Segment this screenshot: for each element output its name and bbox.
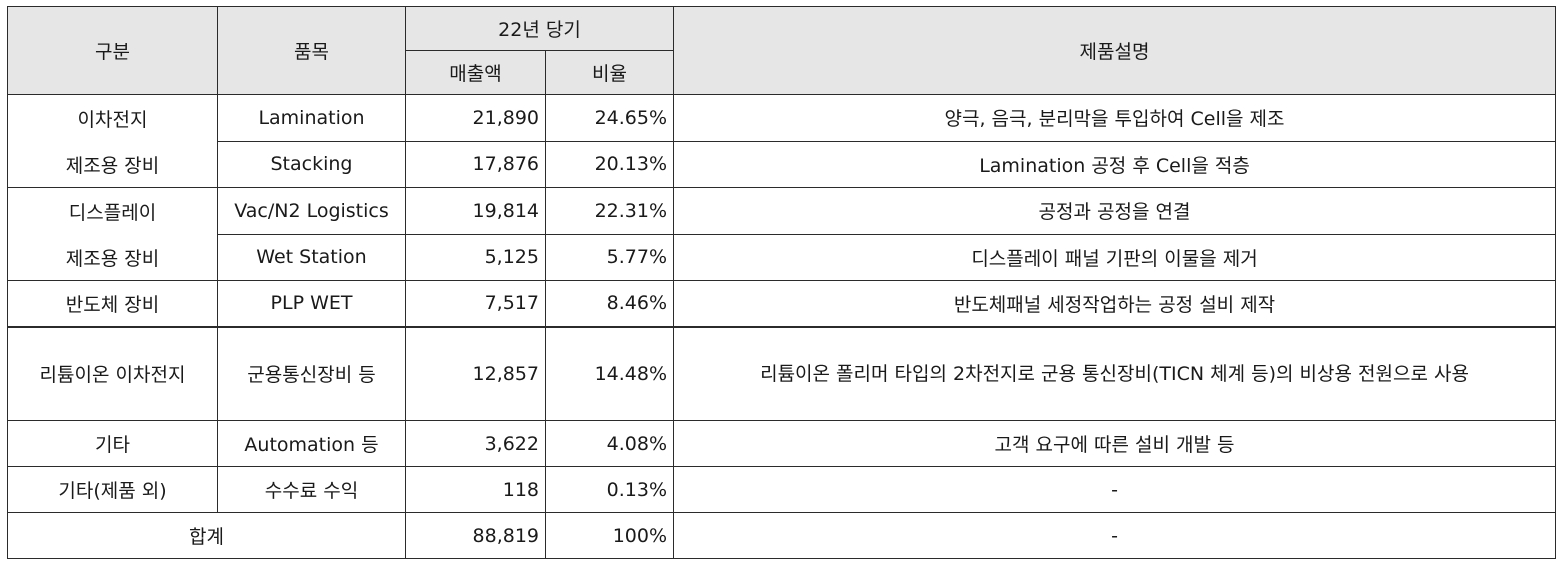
ratio-cell: 20.13%: [544, 140, 675, 188]
category-cell: 디스플레이 제조용 장비: [7, 187, 218, 281]
table-row: 이차전지 제조용 장비 Lamination 21,890 24.65% 양극,…: [7, 94, 1557, 188]
sales-cell: 3,622: [405, 420, 546, 467]
description-cell: Lamination 공정 후 Cell을 적층: [673, 140, 1557, 188]
category-line: 제조용 장비: [65, 247, 160, 270]
category-cell: 기타(제품 외): [7, 466, 218, 513]
category-line: 제조용 장비: [65, 154, 160, 177]
header-category: 구분: [7, 6, 218, 95]
description-cell: 반도체패널 세정작업하는 공정 설비 제작: [673, 280, 1557, 327]
item-cell: 수수료 수익: [217, 466, 406, 513]
ratio-cell: 5.77%: [544, 233, 675, 281]
item-cell: PLP WET: [217, 280, 406, 327]
table-row: 기타(제품 외) 수수료 수익 118 0.13% -: [7, 466, 1557, 513]
ratio-cell: 22.31%: [544, 187, 675, 235]
item-cell: 군용통신장비 등: [217, 325, 406, 421]
description-cell: 고객 요구에 따른 설비 개발 등: [673, 420, 1557, 467]
table-row: 기타 Automation 등 3,622 4.08% 고객 요구에 따른 설비…: [7, 420, 1557, 467]
table-row: 디스플레이 제조용 장비 Vac/N2 Logistics 19,814 22.…: [7, 187, 1557, 281]
category-line: 디스플레이: [68, 201, 157, 224]
table-container: 구분 품목 22년 당기 제품설명 매출액 비율 이차전지 제조용 장비 Lam…: [7, 6, 1557, 559]
table-row: Wet Station 5,125 5.77% 디스플레이 패널 기판의 이물을…: [8, 233, 1557, 281]
header-ratio: 비율: [544, 50, 675, 95]
total-sales: 88,819: [405, 512, 546, 559]
description-cell: 디스플레이 패널 기판의 이물을 제거: [673, 233, 1557, 281]
item-cell: Automation 등: [217, 420, 406, 467]
total-row: 합계 88,819 100% -: [7, 512, 1557, 559]
sales-cell: 21,890: [405, 94, 546, 142]
category-cell: 기타: [7, 420, 218, 467]
category-cell: 이차전지 제조용 장비: [7, 94, 218, 188]
item-cell: Wet Station: [217, 233, 406, 281]
ratio-cell: 4.08%: [544, 420, 675, 467]
ratio-cell: 0.13%: [544, 466, 675, 513]
sales-cell: 17,876: [405, 140, 546, 188]
item-cell: Lamination: [217, 94, 406, 142]
sales-table: 구분 품목 22년 당기 제품설명 매출액 비율 이차전지 제조용 장비 Lam…: [7, 6, 1557, 559]
total-ratio: 100%: [544, 512, 675, 559]
table-row: 반도체 장비 PLP WET 7,517 8.46% 반도체패널 세정작업하는 …: [7, 280, 1557, 327]
description-cell: -: [673, 466, 1557, 513]
total-label: 합계: [7, 512, 406, 559]
ratio-cell: 14.48%: [544, 325, 675, 421]
description-cell: 공정과 공정을 연결: [673, 187, 1557, 235]
ratio-cell: 8.46%: [544, 280, 675, 327]
sales-cell: 7,517: [405, 280, 546, 327]
sales-cell: 12,857: [405, 325, 546, 421]
header-description: 제품설명: [673, 6, 1557, 95]
category-line: 이차전지: [77, 108, 148, 131]
header-period: 22년 당기: [404, 6, 675, 51]
item-cell: Vac/N2 Logistics: [217, 187, 406, 235]
description-cell: 양극, 음극, 분리막을 투입하여 Cell을 제조: [673, 94, 1557, 142]
sales-cell: 118: [405, 466, 546, 513]
sales-cell: 5,125: [405, 233, 546, 281]
table-row: 리튬이온 이차전지 군용통신장비 등 12,857 14.48% 리튬이온 폴리…: [7, 325, 1557, 421]
item-cell: Stacking: [217, 140, 406, 188]
ratio-cell: 24.65%: [544, 94, 675, 142]
table-row: Stacking 17,876 20.13% Lamination 공정 후 C…: [8, 140, 1557, 188]
sales-cell: 19,814: [405, 187, 546, 235]
header-sales: 매출액: [405, 50, 546, 95]
header-item: 품목: [217, 6, 406, 95]
category-cell: 반도체 장비: [7, 280, 218, 327]
category-cell: 리튬이온 이차전지: [7, 325, 218, 421]
total-description: -: [673, 512, 1557, 559]
description-cell: 리튬이온 폴리머 타입의 2차전지로 군용 통신장비(TICN 체계 등)의 비…: [673, 325, 1557, 421]
